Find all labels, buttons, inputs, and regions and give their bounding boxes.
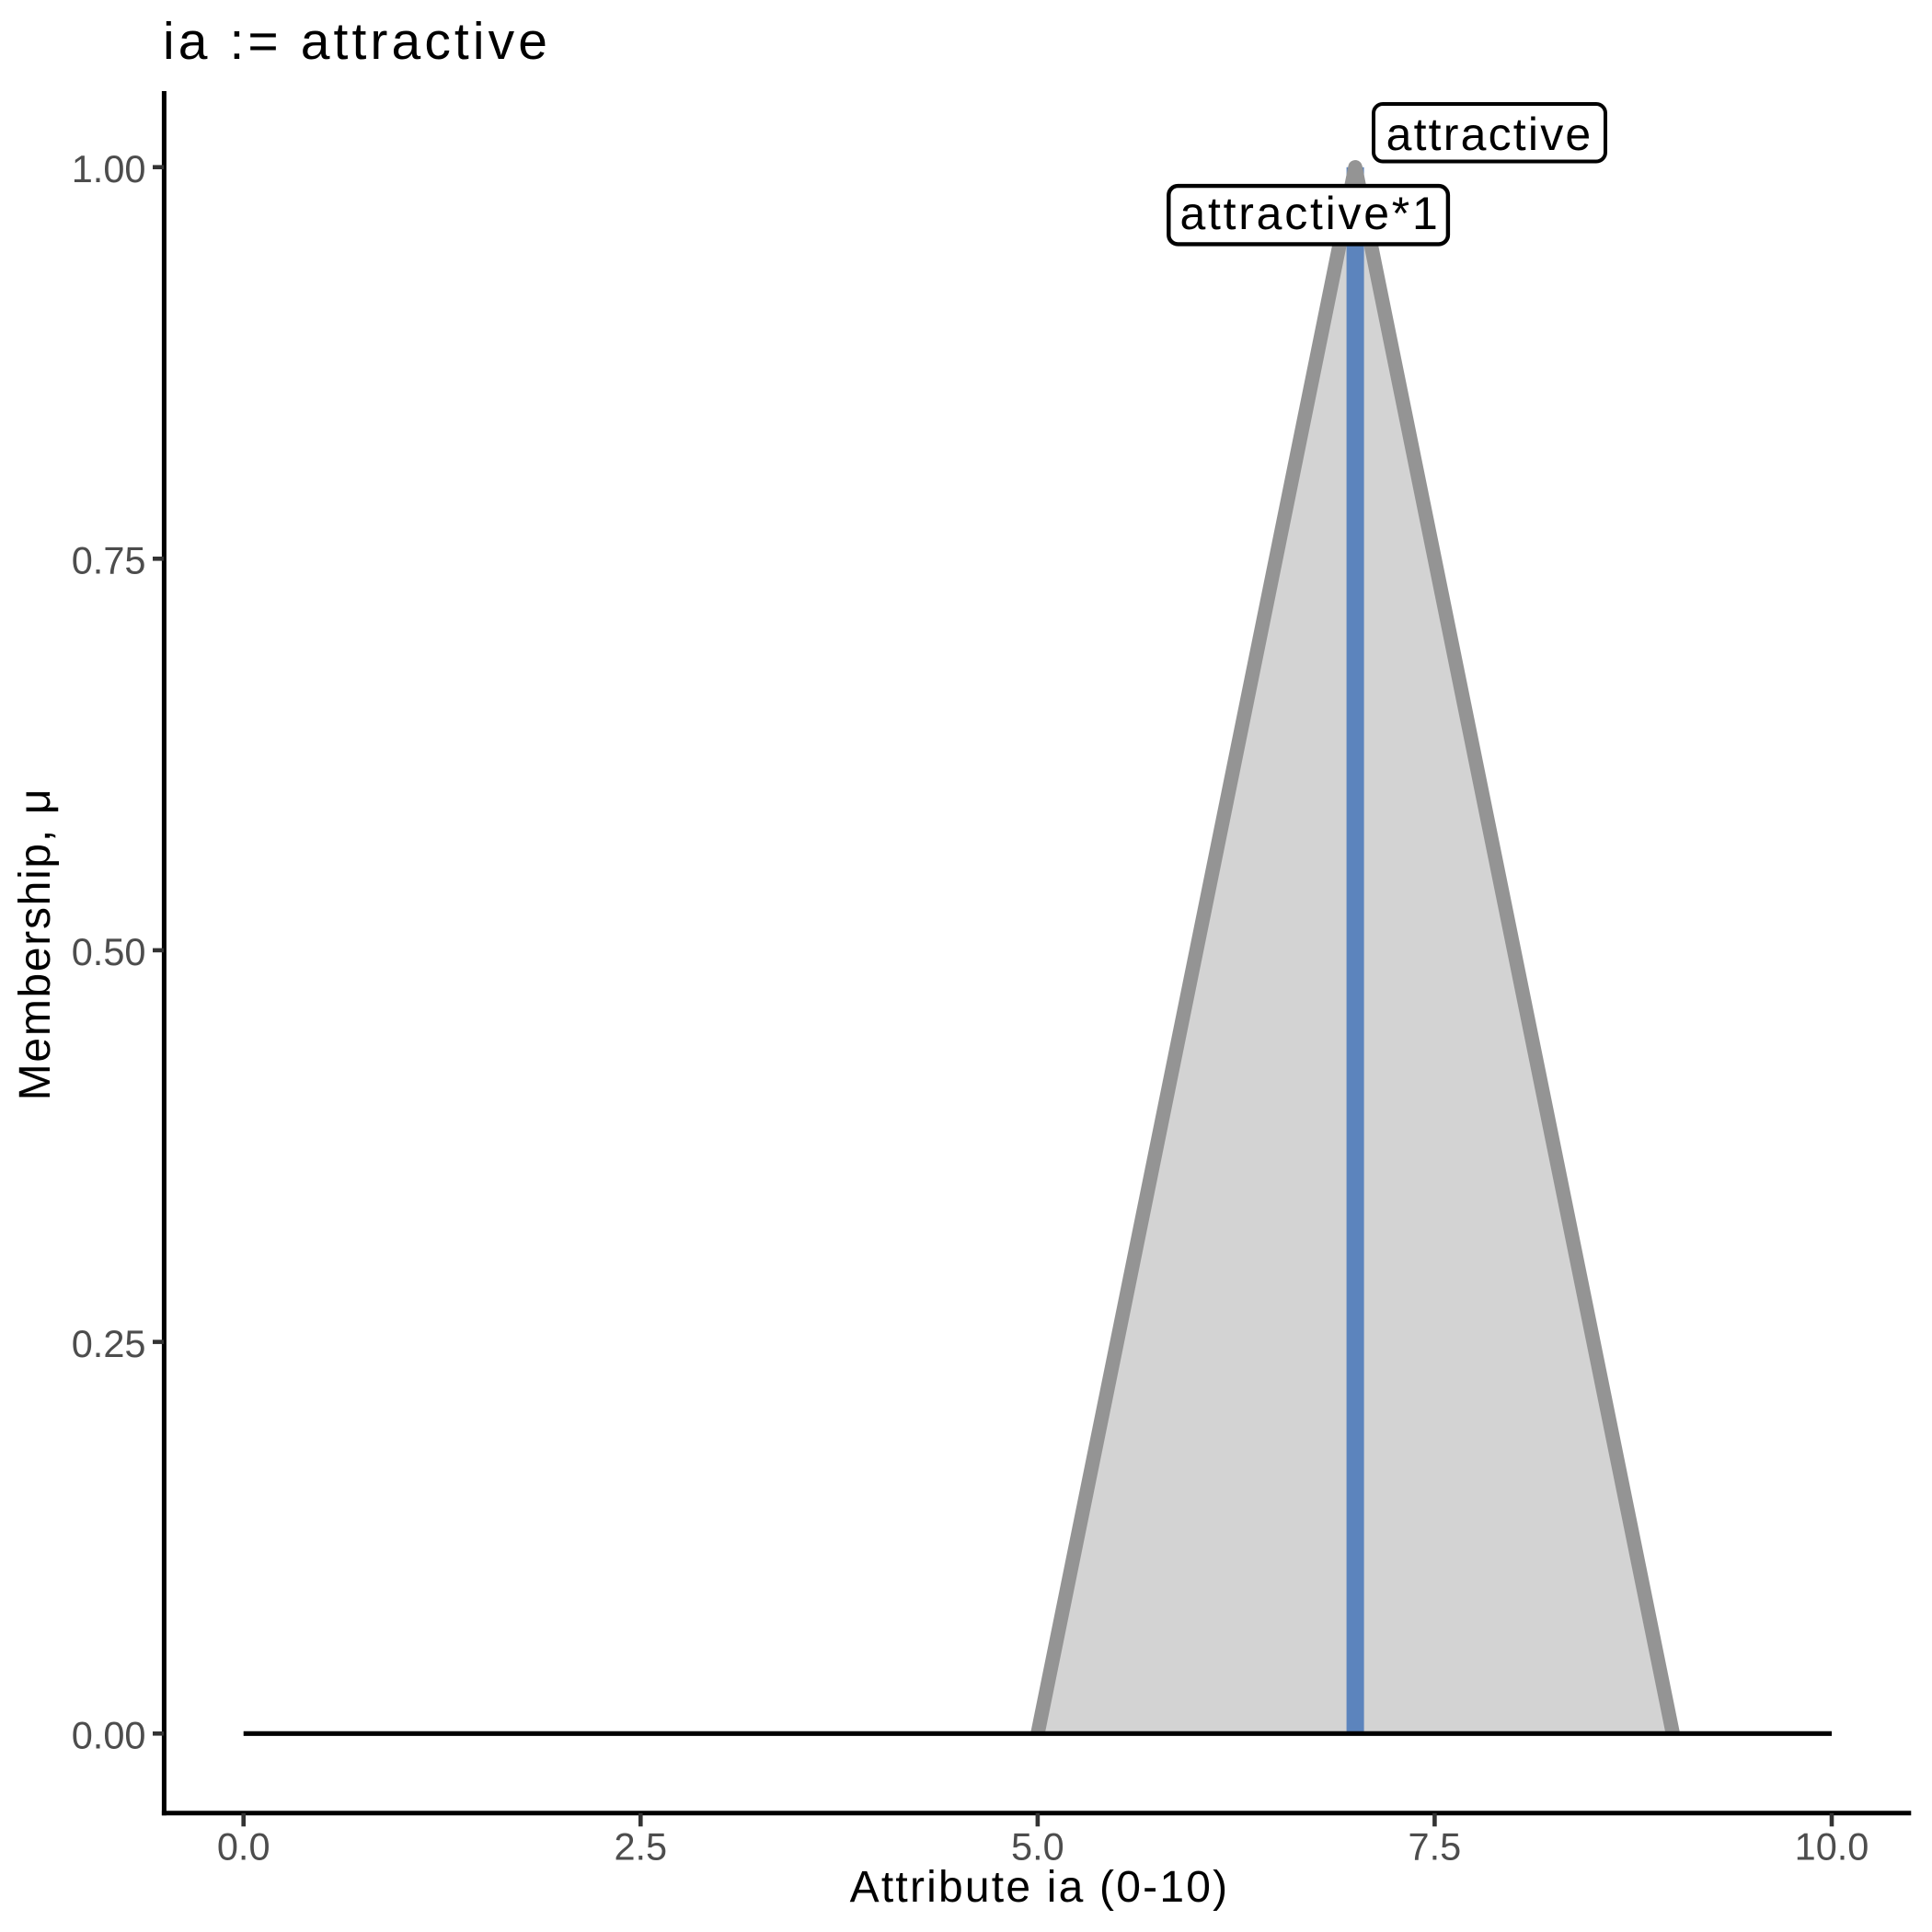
svg-text:0.0: 0.0 (217, 1825, 270, 1869)
svg-text:attractive*1: attractive*1 (1179, 188, 1440, 239)
svg-text:5.0: 5.0 (1011, 1825, 1064, 1869)
svg-text:0.75: 0.75 (72, 539, 146, 582)
svg-text:Membership, μ: Membership, μ (11, 788, 60, 1101)
svg-text:7.5: 7.5 (1409, 1825, 1462, 1869)
svg-text:0.00: 0.00 (72, 1714, 146, 1757)
svg-text:2.5: 2.5 (614, 1825, 667, 1869)
svg-text:0.25: 0.25 (72, 1322, 146, 1365)
svg-text:ia := attractive: ia := attractive (163, 12, 551, 71)
svg-text:Attribute ia (0-10): Attribute ia (0-10) (850, 1863, 1230, 1912)
svg-text:attractive: attractive (1386, 109, 1593, 160)
svg-text:1.00: 1.00 (72, 147, 146, 190)
svg-text:10.0: 10.0 (1795, 1825, 1869, 1869)
svg-text:0.50: 0.50 (72, 930, 146, 973)
